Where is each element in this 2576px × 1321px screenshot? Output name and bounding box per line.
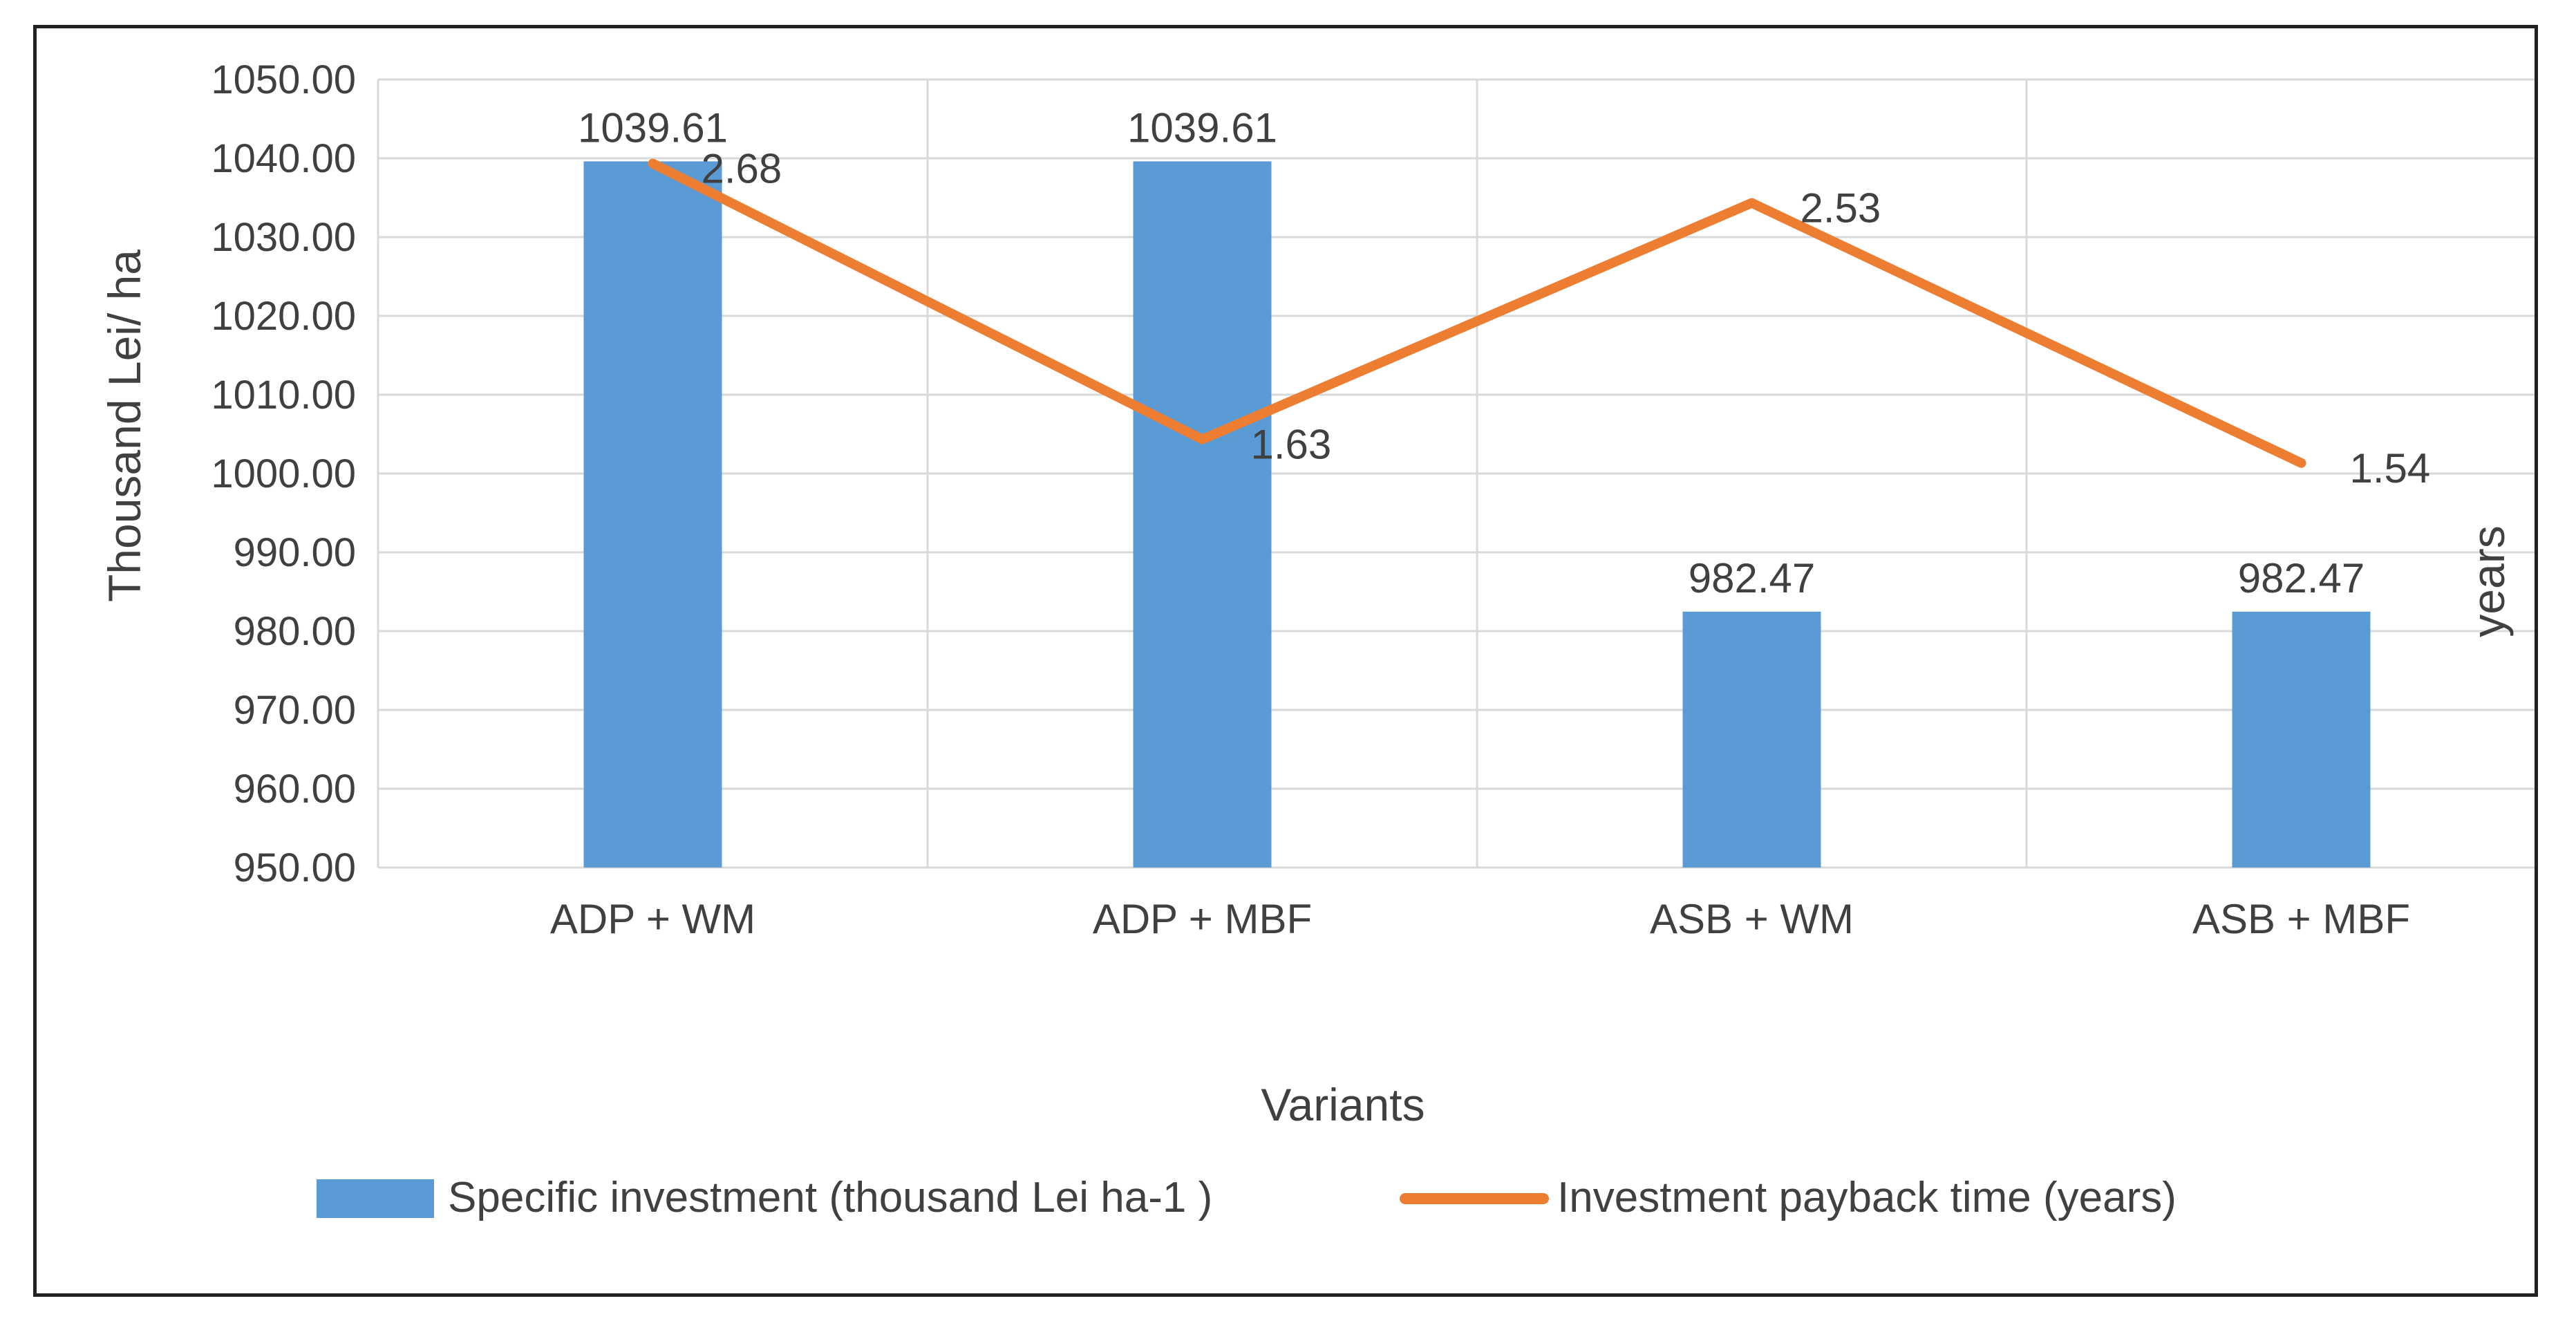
- chart-frame: 1039.61 1039.61 982.47 982.47 2.68 1.63 2.53 1.…: [33, 25, 2538, 1297]
- y-tick-label: 950.00: [234, 845, 356, 890]
- line-point: [2300, 461, 2303, 465]
- data-labels: 1039.61 1039.61 982.47 982.47 2.68 1.63 2.53 1.…: [578, 104, 2430, 601]
- x-category-label: ADP + WM: [550, 896, 755, 942]
- x-axis-title: Variants: [1261, 1079, 1425, 1130]
- y-tick-label: 1050.00: [211, 57, 356, 102]
- y-tick-label: 1040.00: [211, 136, 356, 181]
- line-series-path: [648, 158, 2306, 468]
- y-tick-label: 1030.00: [211, 215, 356, 260]
- bar-series: [583, 161, 2371, 868]
- bar: [1133, 161, 1272, 868]
- line-data-label: 1.63: [1251, 422, 1332, 468]
- line-point: [1201, 438, 1204, 441]
- gridlines: [377, 78, 2535, 869]
- bar: [2232, 611, 2371, 868]
- y-tick-label: 960.00: [234, 767, 356, 812]
- y-tick-label: 1020.00: [211, 294, 356, 339]
- y-tick-label: 1000.00: [211, 451, 356, 496]
- line-series: [648, 158, 2306, 468]
- line-data-label: 2.68: [702, 146, 782, 192]
- bar-data-label: 1039.61: [578, 104, 728, 151]
- y-tick-label: 970.00: [234, 688, 356, 733]
- x-category-label: ADP + MBF: [1093, 896, 1312, 942]
- line-point: [1750, 201, 1754, 205]
- bar-data-label: 1039.61: [1127, 104, 1277, 151]
- legend: Specific investment (thousand Lei ha-1 )…: [317, 1174, 2177, 1221]
- y-tick-label: 980.00: [234, 609, 356, 654]
- x-category-label: ASB + WM: [1650, 896, 1854, 942]
- legend-swatch-bar: [317, 1179, 434, 1218]
- line-point: [651, 162, 655, 165]
- y-axis-title: Thousand Lei/ ha: [99, 250, 150, 602]
- bar-data-label: 982.47: [2238, 555, 2365, 601]
- y-tick-label: 1010.00: [211, 373, 356, 418]
- combo-chart: 1039.61 1039.61 982.47 982.47 2.68 1.63 2.53 1.…: [99, 57, 2535, 1221]
- y-tick-label: 990.00: [234, 530, 356, 575]
- bar: [583, 161, 722, 868]
- bar-data-label: 982.47: [1689, 555, 1816, 601]
- x-category-label: ASB + MBF: [2192, 896, 2410, 942]
- axes: 1050.00 1040.00 1030.00 1020.00 1010.00 1000.…: [211, 57, 2410, 942]
- legend-label-bar: Specific investment (thousand Lei ha-1 ): [448, 1174, 1212, 1221]
- line-data-label: 1.54: [2350, 445, 2431, 491]
- line-data-label: 2.53: [1801, 185, 1881, 232]
- legend-label-line: Investment payback time (years): [1557, 1174, 2177, 1221]
- y2-axis-title: years: [2463, 525, 2514, 637]
- bar: [1682, 611, 1821, 868]
